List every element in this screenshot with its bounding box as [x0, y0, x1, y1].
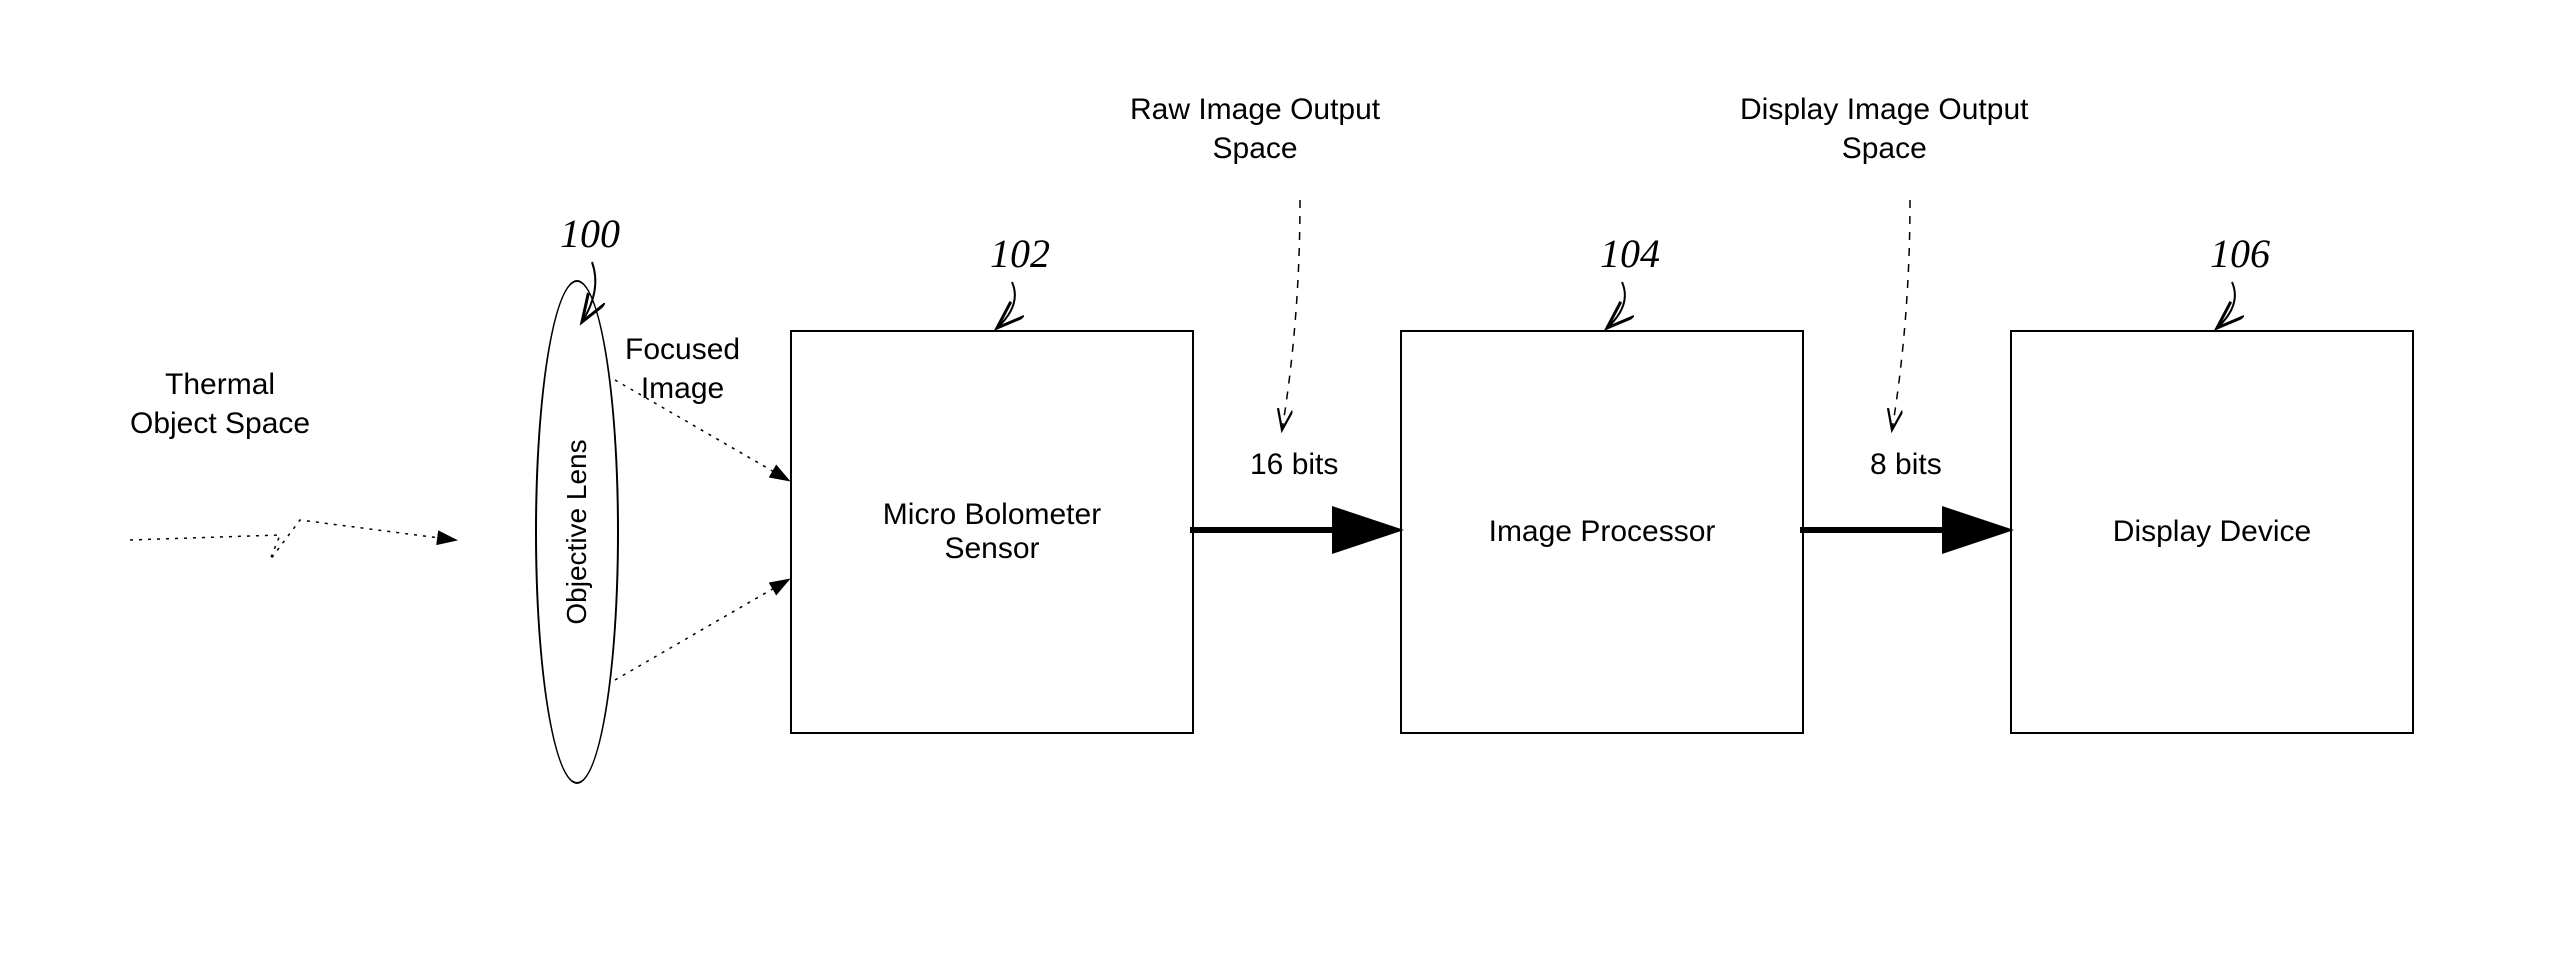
ref-104-arrow — [1607, 282, 1625, 328]
thermal-input-arrow — [130, 520, 455, 560]
micro-bolometer-sensor-node: Micro Bolometer Sensor — [790, 330, 1194, 734]
ref-106: 106 — [2210, 230, 2270, 277]
ref-102: 102 — [990, 230, 1050, 277]
objective-lens-node: Objective Lens — [535, 280, 619, 784]
ref-100: 100 — [560, 210, 620, 257]
display-device-label: Display Device — [2113, 515, 2311, 549]
display-space-pointer — [1892, 200, 1910, 430]
bits-8-label: 8 bits — [1870, 445, 1942, 484]
ref-106-arrow — [2217, 282, 2235, 328]
ref-102-arrow — [997, 282, 1015, 328]
micro-bolometer-sensor-label: Micro Bolometer Sensor — [883, 498, 1101, 566]
focused-image-label: Focused Image — [625, 330, 740, 408]
ref-104: 104 — [1600, 230, 1660, 277]
lens-to-sensor-ray-bottom — [615, 580, 788, 680]
bits-16-label: 16 bits — [1250, 445, 1338, 484]
display-device-node: Display Device — [2010, 330, 2414, 734]
display-image-output-space-label: Display Image Output Space — [1740, 90, 2028, 168]
image-processor-label: Image Processor — [1489, 515, 1716, 549]
raw-image-output-space-label: Raw Image Output Space — [1130, 90, 1380, 168]
objective-lens-label: Objective Lens — [561, 439, 593, 624]
image-processor-node: Image Processor — [1400, 330, 1804, 734]
thermal-object-space-label: Thermal Object Space — [130, 365, 310, 443]
diagram-stage: Thermal Object Space Focused Image Raw I… — [0, 0, 2563, 973]
raw-space-pointer — [1282, 200, 1300, 430]
